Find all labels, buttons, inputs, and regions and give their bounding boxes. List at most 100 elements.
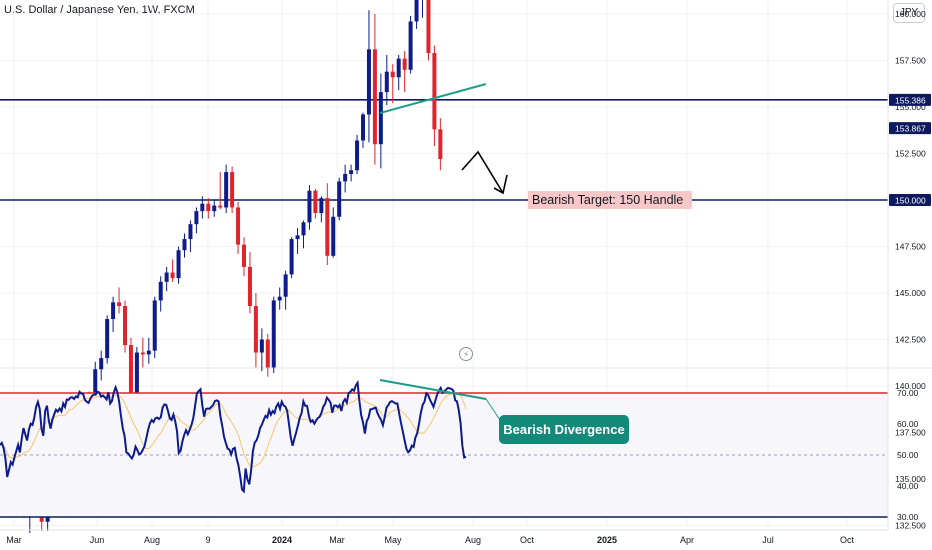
time-tick-label: Oct (840, 535, 855, 545)
candle-body (182, 239, 187, 251)
candle-body (414, 0, 419, 22)
rsi-tick-label: 50.00 (897, 450, 919, 460)
rsi-tick-label: 70.00 (897, 388, 919, 398)
candle-body (277, 296, 282, 301)
candle-body (390, 71, 395, 78)
candle-body (337, 181, 342, 217)
candle-body (253, 306, 258, 353)
candle-body (170, 272, 175, 279)
candle-body (319, 198, 324, 214)
candle-body (343, 173, 348, 182)
candle-body (128, 345, 133, 413)
horizontal-levels (0, 99, 888, 201)
candle-body (152, 300, 157, 351)
price-tick-label: 147.500 (895, 242, 926, 252)
time-tick-label: Aug (465, 535, 481, 545)
price-tick-label: 142.500 (895, 335, 926, 345)
rsi-line (0, 379, 467, 494)
candle-body (117, 302, 122, 307)
arrow-head (493, 174, 508, 195)
rsi-tick-label: 30.00 (897, 512, 919, 522)
time-tick-label: Jun (90, 535, 105, 545)
candle-body (271, 300, 276, 368)
candle-body (206, 203, 211, 212)
callout-pointer (485, 398, 501, 421)
candle-body (396, 58, 401, 78)
time-tick-label: May (384, 535, 402, 545)
candle-body (402, 58, 407, 70)
price-tick-label: 132.500 (895, 521, 926, 531)
time-tick-label: Apr (680, 535, 694, 545)
candle-body (301, 222, 306, 236)
candle-body (361, 114, 365, 141)
candle-body (146, 350, 151, 355)
candle-body (355, 140, 360, 171)
rsi-tick-label: 40.00 (897, 481, 919, 491)
projection-arrow (461, 150, 504, 194)
price-axis: 170.000167.500165.000162.500160.000157.5… (887, 0, 931, 531)
candle-body (295, 235, 300, 240)
candle-body (289, 239, 294, 275)
candle-body (426, 0, 431, 54)
candle-body (283, 274, 288, 297)
candle-body (384, 71, 389, 93)
candle-body (378, 92, 383, 145)
time-axis: Mar Jun Aug 9 2024 Mar May Aug Oct 2025 Apr Jul Oct (0, 529, 888, 545)
divergence-label: Bearish Divergence (503, 422, 624, 437)
divergence-callout (499, 415, 629, 444)
candle-body (432, 53, 437, 130)
candle-body (93, 369, 98, 398)
candle-body (164, 272, 169, 282)
candle-body (236, 207, 241, 245)
flash-icon (459, 347, 473, 361)
time-tick-label: Aug (144, 535, 160, 545)
price-label: 155.386 (895, 95, 926, 105)
price-tick-label: 137.500 (895, 428, 926, 438)
price-tick-label: 157.500 (895, 56, 926, 66)
candle-body (188, 224, 193, 240)
candle-body (408, 21, 413, 70)
price-label: 153.867 (895, 124, 926, 134)
candle-body (366, 49, 371, 115)
time-tick-label: Oct (520, 535, 535, 545)
price-label: 150.000 (895, 196, 926, 206)
candle-body (325, 198, 330, 256)
rsi-ma-line (0, 393, 467, 468)
candle-body (307, 190, 312, 223)
candle-body (259, 339, 264, 353)
target-label-box (528, 191, 692, 209)
time-tick-label: Mar (6, 535, 22, 545)
candle-body (123, 306, 127, 346)
currency-button[interactable]: JPY (893, 3, 925, 23)
drawings: Bearish Target: 150 Handle ⚡ Bearish Diver… (379, 83, 692, 444)
trendline-rsi (379, 379, 487, 400)
price-tick-label: 155.000 (895, 102, 926, 112)
price-tick-label: 140.000 (895, 381, 926, 391)
candle-body (224, 172, 229, 208)
candle-body (105, 319, 110, 359)
candle-body (176, 250, 181, 279)
candle-body (349, 170, 354, 174)
candle-body (134, 352, 139, 413)
price-label-box (889, 93, 931, 106)
candle-body (242, 244, 246, 267)
candle-body (218, 205, 223, 208)
candle-body (230, 172, 235, 208)
candle-body (99, 358, 104, 370)
candle-body (212, 205, 217, 212)
candle-body (111, 302, 116, 320)
price-tick-label: 145.000 (895, 288, 926, 298)
time-tick-label: Mar (329, 535, 345, 545)
flash-glyph: ⚡ (463, 351, 469, 361)
candle-body (438, 129, 443, 160)
rsi-panel (0, 379, 888, 518)
target-label: Bearish Target: 150 Handle (532, 193, 683, 207)
candle-body (140, 352, 145, 355)
candle-body (331, 216, 336, 256)
candle-body (265, 339, 270, 368)
price-tick-label: 160.000 (895, 9, 926, 19)
candle-body (247, 266, 252, 307)
price-tick-label: 135.000 (895, 474, 926, 484)
price-label-box (889, 194, 931, 206)
